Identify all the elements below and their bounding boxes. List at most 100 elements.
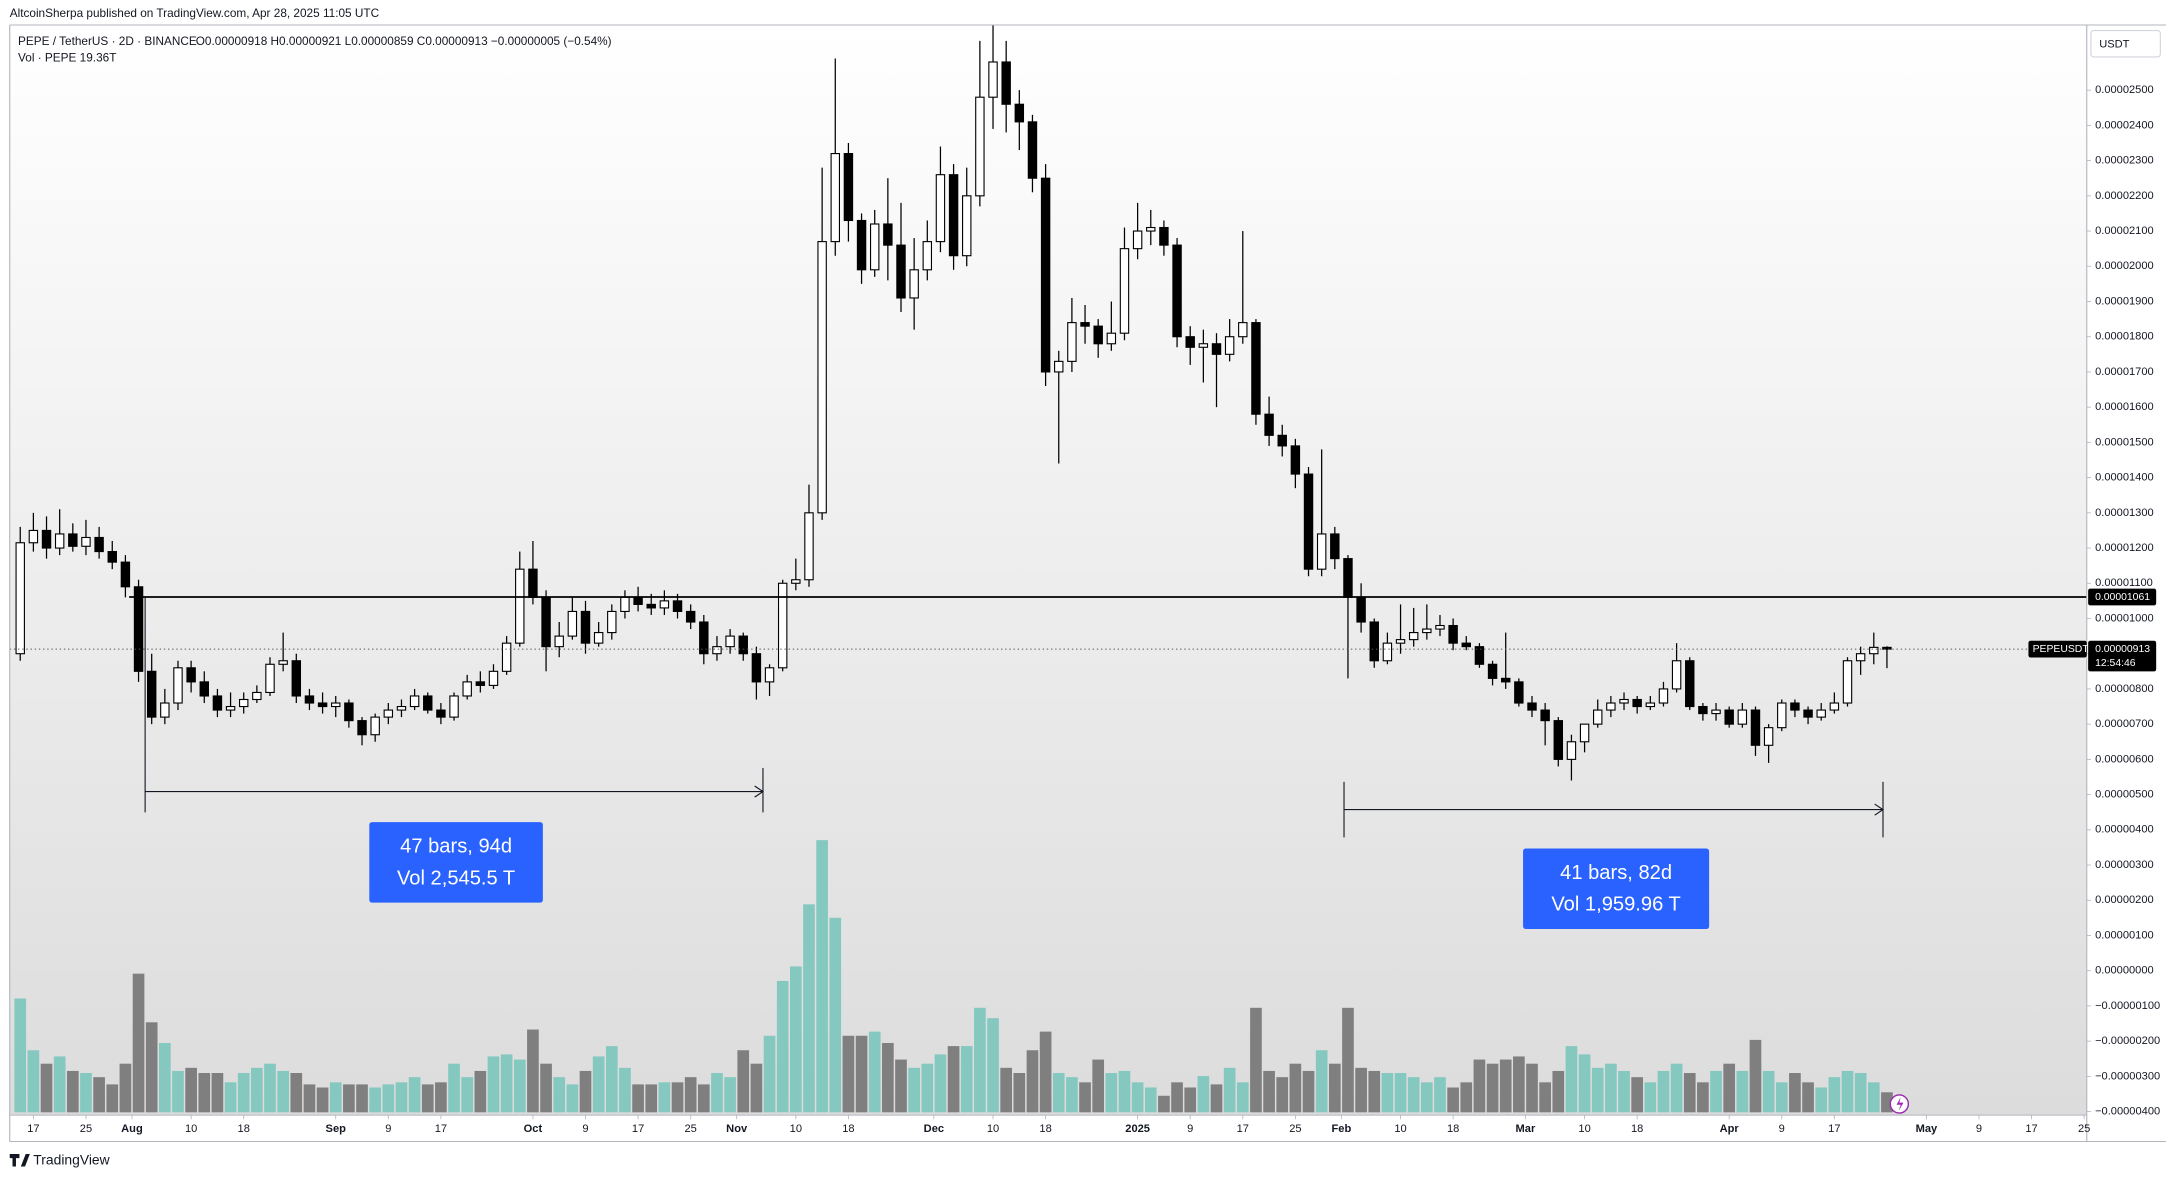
- volume-bar: [934, 1054, 947, 1113]
- volume-bar: [40, 1063, 53, 1113]
- x-tick-label: 2025: [1125, 1123, 1150, 1135]
- candle-body: [252, 691, 262, 701]
- volume-bar: [1434, 1077, 1446, 1113]
- x-tick-label: Sep: [326, 1123, 347, 1135]
- candle-body: [935, 174, 946, 243]
- y-tick-label: 0.00002100: [2095, 225, 2154, 237]
- x-tick-label: Mar: [1516, 1123, 1536, 1135]
- currency-box[interactable]: [2090, 29, 2161, 58]
- volume-bar: [1381, 1073, 1394, 1113]
- volume-bar: [1184, 1087, 1197, 1113]
- volume-bar: [1250, 1007, 1262, 1113]
- x-tick-label: 10: [987, 1123, 999, 1135]
- candle-body: [817, 241, 827, 514]
- candle-body: [1132, 230, 1143, 250]
- candle-body: [1750, 709, 1761, 746]
- candle-body: [1540, 709, 1550, 722]
- candle-body: [1527, 702, 1537, 711]
- candle-body: [1816, 709, 1826, 718]
- measure-volume: Vol 1,959.96 T: [1551, 894, 1680, 916]
- candle-body: [948, 174, 959, 257]
- candle-body: [225, 705, 236, 711]
- candle-body: [1422, 628, 1432, 634]
- candle-body: [633, 596, 643, 605]
- candle-body: [160, 702, 170, 718]
- symbol-tag: [2028, 640, 2087, 658]
- candle-body: [712, 646, 722, 655]
- volume-bar: [329, 1082, 342, 1113]
- measure: 41 bars, 82d Vol 1,959.96 T: [1343, 781, 1884, 930]
- y-tick-label: 0.00001500: [2095, 436, 2154, 448]
- y-tick-label: 0.00001800: [2095, 331, 2154, 343]
- brand-name: TradingView: [33, 1152, 110, 1168]
- volume-bar: [1289, 1063, 1302, 1113]
- candle-body: [1408, 632, 1419, 641]
- volume-bar: [1342, 1007, 1354, 1113]
- candle-body: [1593, 709, 1603, 725]
- candle-body: [1514, 681, 1524, 704]
- candle-body: [1001, 61, 1011, 105]
- volume-bar: [1815, 1087, 1828, 1113]
- candle-body: [1067, 322, 1077, 362]
- candle-body: [1882, 646, 1892, 650]
- volume-bar: [198, 1073, 211, 1113]
- currency-label: USDT: [2099, 38, 2129, 50]
- candle-body: [212, 695, 223, 711]
- volume-bar: [343, 1084, 355, 1113]
- candle-body: [1724, 709, 1734, 725]
- y-tick-label: 0.00001600: [2095, 401, 2154, 413]
- candle-body: [1238, 322, 1248, 338]
- volume-bar: [1723, 1063, 1736, 1113]
- volume-bar: [842, 1035, 855, 1113]
- candle-body: [28, 529, 39, 544]
- volume-bar: [435, 1082, 447, 1113]
- volume-bar: [737, 1050, 750, 1113]
- volume-bar: [211, 1073, 224, 1113]
- volume-bar: [356, 1084, 368, 1113]
- volume-bar: [711, 1073, 723, 1113]
- volume-legend: Vol · PEPE 19.36T: [18, 50, 116, 64]
- volume-bar: [1644, 1082, 1657, 1113]
- volume-bar: [290, 1073, 303, 1113]
- volume-bar: [185, 1067, 197, 1113]
- volume-bar: [1315, 1050, 1328, 1113]
- candle-body: [1343, 558, 1353, 598]
- candle-body: [1698, 705, 1708, 715]
- candle-body: [567, 610, 578, 637]
- volume-bar: [1144, 1087, 1157, 1113]
- volume-bar: [592, 1056, 605, 1113]
- x-tick-label: 10: [1394, 1123, 1406, 1135]
- x-tick-label: 17: [632, 1123, 644, 1135]
- volume-bar: [1118, 1070, 1131, 1113]
- candle-body: [331, 702, 341, 708]
- candle-body: [120, 561, 131, 588]
- candle-body: [15, 542, 25, 655]
- candle-body: [883, 223, 893, 246]
- x-tick-label: 9: [582, 1123, 588, 1135]
- brand: TradingView: [9, 1152, 111, 1168]
- level-tag: [2088, 588, 2157, 606]
- volume-bar: [1092, 1059, 1105, 1113]
- candle-body: [1040, 177, 1051, 373]
- volume-bar: [1605, 1063, 1617, 1113]
- volume-bar: [658, 1082, 671, 1113]
- candle-body: [344, 702, 354, 722]
- volume-bar: [1210, 1084, 1223, 1113]
- volume-bar: [251, 1067, 263, 1113]
- volume-bar: [1762, 1070, 1775, 1113]
- candle-body: [1658, 688, 1669, 704]
- candle-body: [896, 244, 906, 299]
- candle-body: [1461, 642, 1471, 648]
- candle-body: [1685, 660, 1695, 708]
- x-tick-label: 25: [1289, 1123, 1301, 1135]
- x-tick-label: 17: [1237, 1123, 1249, 1135]
- candle-body: [620, 596, 630, 612]
- candle-body: [593, 632, 604, 644]
- volume-bar: [1552, 1070, 1565, 1113]
- x-tick-label: 10: [790, 1123, 802, 1135]
- x-tick-label: 18: [238, 1123, 250, 1135]
- candle-body: [659, 600, 670, 609]
- volume-bar: [1394, 1073, 1407, 1113]
- volume-bar: [776, 980, 789, 1113]
- candle-body: [1671, 660, 1682, 690]
